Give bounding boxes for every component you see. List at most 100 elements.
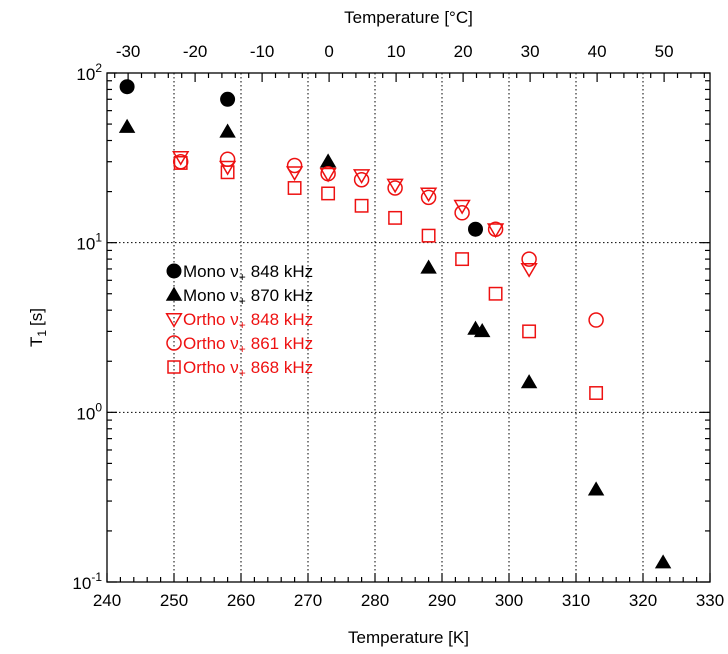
legend-series-name: Ortho — [183, 310, 230, 329]
legend-nu-subscript: + — [239, 366, 246, 380]
x-tick-label: 330 — [696, 591, 724, 610]
data-point — [654, 554, 672, 569]
legend-label: Mono ν+ 870 kHz — [183, 286, 313, 308]
data-point — [488, 286, 503, 301]
legend-label: Ortho ν+ 868 kHz — [183, 358, 313, 380]
x-tick-label: 240 — [93, 591, 121, 610]
y-tick-base: 10 — [76, 235, 95, 254]
data-point — [172, 150, 190, 166]
legend-entry-5: Ortho ν+ 868 kHz — [167, 358, 313, 380]
legend-label: Ortho ν+ 861 kHz — [183, 334, 313, 356]
legend-marker — [167, 360, 181, 374]
legend-nu-subscript: + — [239, 342, 246, 356]
legend-entry-3: Ortho ν+ 848 kHz — [165, 310, 313, 332]
data-point — [454, 205, 470, 221]
series-5 — [173, 156, 604, 400]
x2-tick-label: -30 — [116, 42, 141, 61]
x-tick-label: 280 — [361, 591, 389, 610]
legend-entry-4: Ortho ν+ 861 kHz — [166, 334, 313, 356]
x2-tick-label: 10 — [387, 42, 406, 61]
series-2 — [118, 118, 672, 569]
legend-marker — [165, 313, 183, 328]
data-point — [588, 312, 604, 328]
plot-frame — [106, 72, 711, 583]
x-axis-title: Temperature [K] — [348, 628, 469, 647]
legend-marker — [166, 263, 182, 279]
legend-marker — [166, 335, 182, 351]
x2-tick-label: 40 — [588, 42, 607, 61]
top-axis-title: Temperature [°C] — [344, 8, 473, 27]
legend-frequency: 870 kHz — [251, 286, 313, 305]
legend-series-name: Mono — [183, 286, 230, 305]
x-tick-label: 250 — [160, 591, 188, 610]
axis-ticks — [106, 72, 711, 583]
data-point — [421, 228, 436, 243]
y-tick-base: 10 — [72, 574, 91, 593]
legend-nu-subscript: + — [239, 318, 246, 332]
y-tick-label: 10-1 — [72, 570, 102, 593]
legend-series-name: Ortho — [183, 334, 230, 353]
data-point — [455, 252, 470, 267]
data-point — [473, 323, 491, 338]
legend-frequency: 868 kHz — [251, 358, 313, 377]
x-tick-label: 320 — [629, 591, 657, 610]
data-point — [419, 187, 438, 203]
data-point — [522, 324, 537, 339]
series-1 — [119, 79, 483, 237]
legend-entry-2: Mono ν+ 870 kHz — [165, 286, 313, 308]
x2-tick-label: 0 — [324, 42, 333, 61]
x-tick-label: 270 — [294, 591, 322, 610]
y-tick-label: 101 — [76, 231, 102, 254]
data-point — [520, 262, 538, 278]
y-tick-exponent: 1 — [95, 231, 102, 245]
x2-tick-label: 30 — [521, 42, 540, 61]
legend-nu-symbol: ν — [230, 286, 239, 305]
x-tick-label: 260 — [227, 591, 255, 610]
data-point — [587, 481, 605, 496]
x2-tick-label: 50 — [655, 42, 674, 61]
x2-tick-label: 20 — [454, 42, 473, 61]
legend-nu-subscript: + — [239, 294, 246, 308]
data-point — [589, 386, 604, 400]
data-point — [119, 79, 135, 95]
legend-series-name: Mono — [183, 262, 230, 281]
y-axis-title-main: T — [27, 337, 46, 347]
data-point — [521, 251, 537, 267]
x2-tick-label: -20 — [183, 42, 208, 61]
legend-nu-symbol: ν — [230, 262, 239, 281]
legend-series-name: Ortho — [183, 358, 230, 377]
y-axis-title-subscript: 1 — [35, 330, 49, 337]
grid — [107, 73, 710, 582]
legend-label: Ortho ν+ 848 kHz — [183, 310, 313, 332]
data-point — [520, 374, 538, 389]
legend-nu-symbol: ν — [230, 358, 239, 377]
legend-nu-symbol: ν — [230, 310, 239, 329]
legend-frequency: 848 kHz — [251, 262, 313, 281]
series-4 — [172, 151, 604, 328]
y-tick-base: 10 — [76, 404, 95, 423]
data-point — [486, 223, 505, 239]
data-point — [118, 118, 136, 133]
data-points — [118, 79, 672, 569]
data-point — [487, 221, 504, 237]
legend-frequency: 861 kHz — [251, 334, 313, 353]
y-tick-base: 10 — [76, 65, 95, 84]
y-tick-exponent: -1 — [91, 570, 102, 584]
data-point — [420, 189, 437, 206]
tick-labels: 240 250 260 270 280 290 300 310 320 330-30 -20 -10 0… — [72, 42, 724, 610]
x-tick-label: 300 — [495, 591, 523, 610]
legend-frequency: 848 kHz — [251, 310, 313, 329]
data-point — [286, 157, 303, 174]
legend-nu-subscript: + — [239, 270, 246, 284]
y-tick-exponent: 2 — [95, 61, 102, 75]
y-tick-label: 102 — [76, 61, 102, 84]
data-point — [285, 166, 304, 182]
data-point — [218, 160, 237, 176]
x-tick-label: 290 — [428, 591, 456, 610]
data-point — [320, 165, 336, 182]
data-point — [468, 221, 483, 237]
legend-label: Mono ν+ 848 kHz — [183, 262, 313, 284]
